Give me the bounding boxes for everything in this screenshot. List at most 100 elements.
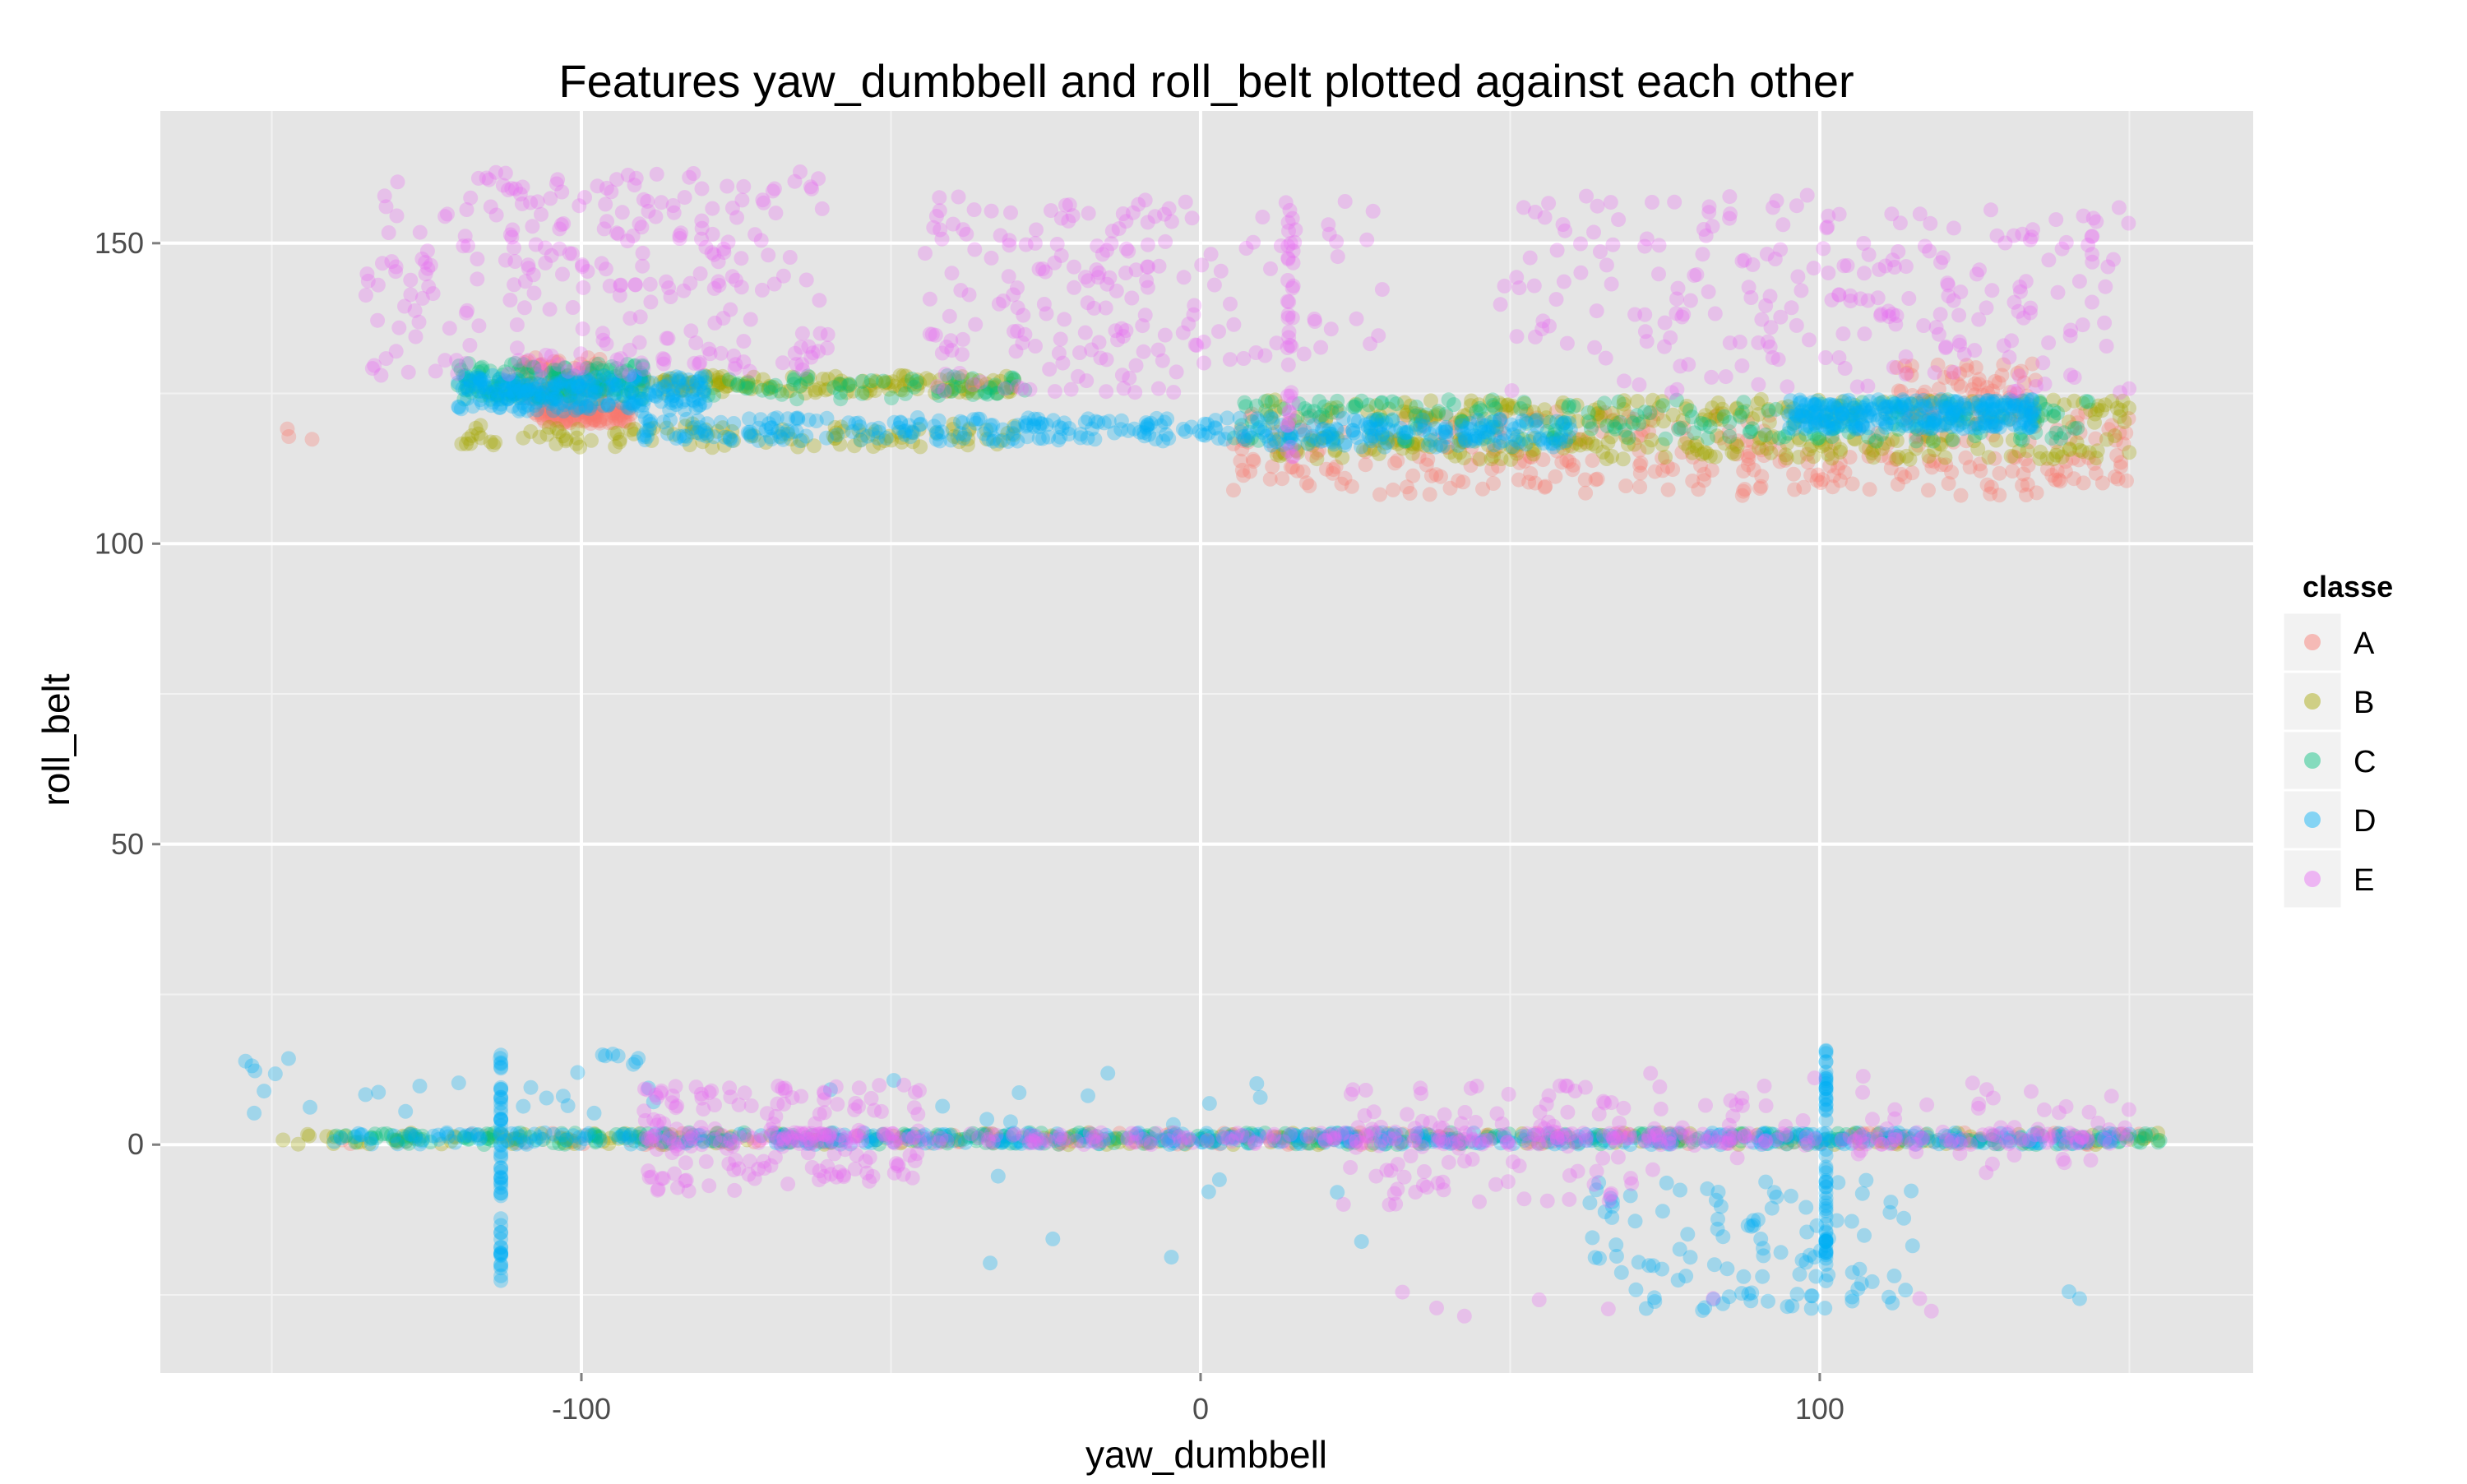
data-point	[1857, 266, 1872, 280]
data-point	[1465, 1152, 1480, 1167]
data-point	[872, 425, 886, 440]
data-point	[1409, 400, 1423, 414]
data-point	[421, 280, 436, 294]
data-point	[1687, 268, 1701, 283]
data-point	[1084, 343, 1099, 358]
data-point	[613, 432, 627, 447]
data-point	[1858, 1173, 1873, 1188]
data-point	[482, 173, 497, 187]
data-point	[599, 214, 614, 229]
data-point	[451, 400, 465, 414]
data-point	[1527, 279, 1542, 294]
data-point	[1673, 1183, 1687, 1198]
data-point	[1255, 210, 1270, 224]
data-point	[543, 191, 558, 206]
data-point	[451, 1075, 466, 1090]
data-point	[1007, 421, 1022, 436]
data-point	[572, 400, 587, 414]
data-point	[1263, 261, 1278, 276]
data-point	[1109, 323, 1123, 338]
data-point	[1709, 1193, 1724, 1208]
data-point	[370, 313, 385, 328]
data-point	[1253, 1090, 1268, 1105]
data-point	[1821, 1231, 1836, 1246]
data-point	[498, 253, 513, 268]
data-point	[984, 251, 999, 266]
data-point	[1865, 1112, 1880, 1126]
data-point	[1194, 257, 1209, 272]
data-point	[2012, 280, 2027, 294]
data-point	[552, 242, 567, 257]
data-point	[1696, 473, 1711, 488]
data-point	[1218, 432, 1233, 446]
data-point	[1578, 1080, 1593, 1095]
data-point	[1807, 1070, 1822, 1085]
data-point	[2041, 252, 2056, 267]
data-point	[1436, 1175, 1451, 1190]
data-point	[1510, 329, 1525, 344]
data-point	[1632, 479, 1647, 494]
data-point	[1523, 251, 1538, 266]
data-point	[1738, 482, 1752, 497]
data-point	[1761, 1294, 1775, 1309]
data-point	[1592, 1251, 1607, 1266]
data-point	[463, 191, 478, 206]
data-point	[2055, 242, 2070, 257]
data-point	[636, 362, 650, 377]
data-point	[1786, 467, 1801, 482]
data-point	[1590, 1164, 1604, 1179]
data-point	[509, 1137, 524, 1152]
data-point	[889, 1156, 904, 1171]
data-point	[555, 267, 570, 282]
data-point	[1887, 1112, 1902, 1126]
data-point	[1169, 364, 1184, 379]
data-point	[413, 1079, 428, 1093]
data-point	[2049, 448, 2064, 463]
data-point	[1497, 279, 1512, 294]
data-point	[632, 335, 647, 350]
data-point	[1655, 1204, 1670, 1218]
data-point	[1736, 1269, 1751, 1284]
data-point	[1282, 405, 1297, 420]
data-point	[1734, 358, 1749, 373]
data-point	[1223, 297, 1238, 312]
data-point	[1558, 1079, 1573, 1093]
data-point	[1366, 204, 1381, 219]
data-point	[1946, 220, 1961, 235]
data-point	[1929, 320, 1944, 335]
data-point	[848, 1096, 863, 1111]
data-point	[959, 227, 974, 242]
data-point	[1993, 466, 2007, 481]
data-point	[463, 1128, 478, 1143]
data-point	[1141, 238, 1155, 252]
data-point	[1856, 1069, 1871, 1084]
data-point	[1819, 1149, 1834, 1163]
data-point	[1743, 290, 1758, 305]
data-point	[815, 201, 830, 216]
data-point	[1671, 1273, 1686, 1288]
data-point	[1722, 429, 1737, 444]
data-point	[1946, 432, 1960, 447]
data-point	[908, 1153, 923, 1168]
data-point	[770, 1097, 785, 1112]
data-point	[570, 1066, 585, 1080]
data-point	[1579, 189, 1594, 204]
data-point	[303, 1100, 317, 1115]
data-point	[1997, 236, 2012, 251]
data-point	[1992, 488, 2006, 502]
data-point	[1429, 467, 1444, 482]
data-point	[1138, 192, 1153, 207]
data-point	[1099, 352, 1114, 367]
data-point	[678, 1173, 692, 1188]
data-point	[801, 340, 816, 354]
data-point	[1954, 488, 1969, 503]
data-point	[1741, 1218, 1756, 1233]
data-point	[1980, 478, 1995, 492]
data-point	[1645, 195, 1659, 210]
data-point	[1988, 419, 2003, 434]
data-point	[1850, 1282, 1865, 1297]
data-point	[1136, 344, 1151, 359]
data-point	[454, 437, 469, 451]
data-point	[1226, 483, 1241, 497]
data-point	[1831, 1175, 1845, 1190]
